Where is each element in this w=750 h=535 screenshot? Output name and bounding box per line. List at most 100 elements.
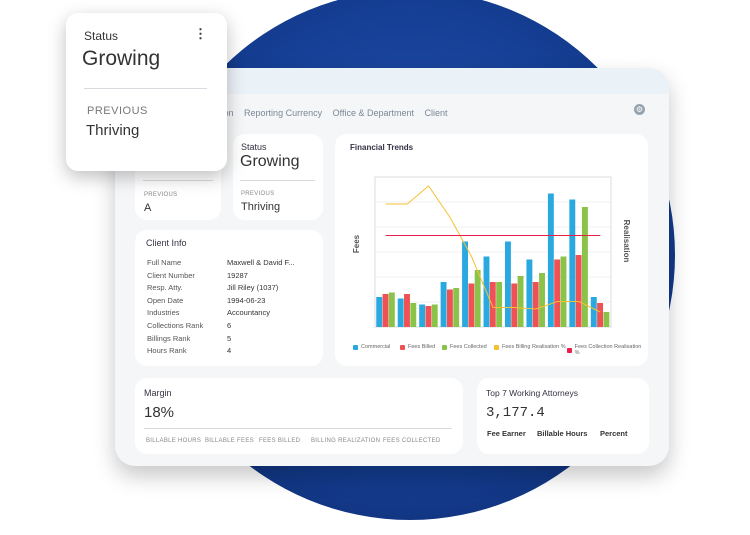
legend-swatch (353, 344, 358, 350)
y2-axis-label: Realisation (622, 220, 631, 263)
margin-title: Margin (144, 388, 172, 398)
margin-card: Margin 18% BILLABLE HOURS BILLABLE FEES … (135, 378, 463, 454)
chart-legend: Commercial Fees Billed Fees Collected Fe… (353, 344, 643, 356)
row-key: Open Date (147, 295, 184, 305)
attorneys-card: Top 7 Working Attorneys 3,177.4 Fee Earn… (477, 378, 649, 454)
bar-fees-billed (382, 294, 389, 327)
bar-commercial (569, 199, 576, 327)
metric-fees-billed[interactable]: FEES BILLED (259, 438, 301, 444)
row-key: Hours Rank (147, 346, 187, 356)
bar-commercial (397, 298, 404, 327)
status-title: Status (241, 142, 267, 152)
tab-reporting-currency[interactable]: Reporting Currency (244, 108, 323, 118)
bar-fees-billed (532, 282, 539, 327)
bar-fees-collected (496, 282, 503, 327)
financial-trends-chart: Fees Realisation (352, 176, 631, 328)
bar-commercial (440, 282, 447, 327)
metric-billing-realization[interactable]: BILLING REALIZATION (311, 438, 381, 444)
previous-value: Thriving (241, 201, 281, 213)
row-key: Collections Rank (147, 320, 204, 330)
previous-value: Thriving (86, 122, 140, 139)
status-card: Status Growing PREVIOUS Thriving (233, 134, 323, 220)
legend-swatch (494, 344, 499, 350)
row-key: Client Number (147, 270, 195, 280)
bar-fees-billed (425, 306, 432, 327)
bar-commercial (590, 297, 597, 327)
legend-commercial: Commercial (353, 344, 390, 350)
more-options-icon[interactable]: ⋮ (194, 26, 207, 41)
client-info-row: Resp. Atty. Jill Riley (1037) (147, 282, 295, 295)
legend-swatch (400, 344, 405, 350)
bar-fees-collected (431, 304, 438, 327)
row-key: Industries (147, 308, 180, 318)
tab-office-department[interactable]: Office & Department (332, 108, 414, 118)
bar-fees-collected (388, 292, 395, 327)
divider (143, 180, 213, 181)
bar-fees-collected (560, 256, 567, 327)
previous-label: PREVIOUS (241, 191, 275, 197)
row-value: 6 (227, 320, 232, 330)
client-info-row: Billings Rank 5 (147, 333, 295, 346)
attorneys-title: Top 7 Working Attorneys (486, 388, 578, 398)
metric-billable-hours[interactable]: BILLABLE HOURS (146, 438, 202, 444)
bar-fees-collected (410, 303, 417, 327)
row-key: Billings Rank (147, 333, 191, 343)
legend-fees-billed: Fees Billed (400, 344, 435, 350)
col-billable-hours[interactable]: Billable Hours (537, 429, 588, 438)
bar-commercial (526, 259, 533, 327)
previous-value: A (144, 202, 152, 214)
tab-bar: ulation Reporting Currency Office & Depa… (207, 108, 456, 118)
bar-fees-collected (474, 270, 481, 327)
divider (84, 88, 207, 89)
settings-icon[interactable]: ⚙ (634, 104, 645, 115)
legend-label: Fees Billing Realisation % (502, 344, 566, 350)
bar-fees-billed (575, 255, 582, 327)
row-value: Jill Riley (1037) (227, 283, 279, 293)
divider (144, 428, 452, 429)
bar-commercial (462, 241, 468, 327)
col-percent[interactable]: Percent (600, 429, 628, 438)
col-fee-earner[interactable]: Fee Earner (487, 429, 526, 438)
legend-collection-realisation: Fees Collection Realisation % (567, 344, 643, 356)
attorneys-value: 3,177.4 (486, 405, 545, 421)
bar-commercial (504, 241, 511, 327)
previous-label: PREVIOUS (144, 192, 178, 198)
row-key: Full Name (147, 258, 182, 267)
row-value: 4 (227, 346, 232, 356)
line-billing-realisation (385, 185, 601, 313)
client-info-row: Full Name Maxwell & David F... (147, 257, 295, 270)
client-info-row: Collections Rank 6 (147, 320, 295, 333)
bar-fees-collected (517, 276, 524, 327)
row-key: Resp. Atty. (147, 283, 183, 293)
bar-fees-billed (468, 283, 475, 327)
row-value: 19287 (227, 270, 248, 280)
client-info-row: Hours Rank 4 (147, 345, 295, 358)
legend-fees-collected: Fees Collected (442, 344, 487, 350)
bar-fees-collected (539, 273, 545, 327)
client-info-list: Full Name Maxwell & David F... Client Num… (147, 257, 295, 358)
metric-billable-fees[interactable]: BILLABLE FEES (205, 438, 254, 444)
bar-fees-billed (446, 289, 453, 327)
row-value: Accountancy (227, 308, 270, 318)
client-info-row: Industries Accountancy (147, 307, 295, 320)
client-info-title: Client Info (146, 238, 187, 248)
margin-value: 18% (144, 404, 175, 421)
bar-fees-collected (581, 207, 588, 327)
bar-commercial (547, 193, 554, 327)
bar-commercial (419, 304, 426, 327)
metric-fees-collected[interactable]: FEES COLLECTED (383, 438, 441, 444)
client-info-row: Client Number 19287 (147, 270, 295, 283)
y-axis-label: Fees (352, 234, 361, 253)
legend-label: Fees Collection Realisation % (574, 344, 642, 356)
row-value: 5 (227, 333, 232, 343)
bar-fees-billed (404, 294, 410, 327)
status-title: Status (84, 29, 119, 43)
row-value: Maxwell & David F... (227, 258, 295, 267)
legend-label: Fees Billed (408, 344, 436, 350)
tab-client[interactable]: Client (424, 108, 448, 118)
legend-billing-realisation: Fees Billing Realisation % (494, 344, 566, 350)
bar-fees-billed (489, 282, 496, 327)
legend-swatch (567, 347, 572, 353)
bar-fees-collected (453, 288, 460, 327)
status-value: Growing (82, 47, 161, 70)
